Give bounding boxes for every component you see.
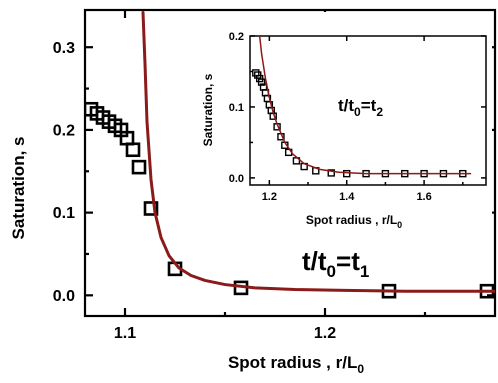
main-fit-line (141, 10, 495, 293)
main-data-point (131, 159, 147, 175)
inset-y-tick-label: 0.2 (229, 31, 244, 43)
inset-x-tick-label: 1.6 (416, 191, 431, 203)
main-x-tick-label: 1.2 (314, 325, 336, 342)
inset-x-tick-label: 1.4 (339, 191, 355, 203)
inset-data-point (252, 69, 260, 77)
main-y-tick-label: 0.3 (53, 40, 75, 57)
inset-data-point (343, 169, 351, 178)
inset-data-point (257, 78, 266, 86)
inset-x-axis-label: Spot radius , r/L0 (306, 213, 402, 230)
inset-annotation: t/t0=t2 (338, 96, 383, 119)
main-data-point (125, 142, 141, 158)
inset-y-axis-label: Saturation, s (201, 73, 215, 146)
inset-plot-area (252, 36, 472, 178)
inset-x-tick-label: 1.2 (262, 191, 277, 203)
main-x-tick-label: 1.1 (114, 325, 136, 342)
main-plot-frame (83, 8, 497, 318)
inset-data-point (327, 169, 335, 177)
main-y-tick-label: 0.1 (53, 205, 75, 222)
main-annotation: t/t0=t1 (302, 246, 369, 281)
main-y-tick-label: 0.0 (53, 288, 75, 305)
main-x-axis-label: Spot radius , r/L0 (228, 353, 364, 376)
inset-plot-frame (249, 35, 487, 186)
main-y-axis-label: Saturation, s (9, 137, 28, 240)
inset-y-tick-label: 0.0 (229, 173, 244, 185)
inset-y-tick-label: 0.1 (229, 102, 244, 114)
inset-fit-line (258, 36, 472, 175)
main-plot-area (85, 10, 495, 299)
inset-background (174, 12, 492, 237)
main-axis-ticks: 1.1 1.2 0.0 0.1 0.2 0.3 (53, 10, 495, 342)
main-y-tick-label: 0.2 (53, 123, 75, 140)
inset-axis-ticks: 1.2 1.4 1.6 0.0 0.1 0.2 (229, 31, 486, 203)
main-data-point (143, 201, 159, 216)
